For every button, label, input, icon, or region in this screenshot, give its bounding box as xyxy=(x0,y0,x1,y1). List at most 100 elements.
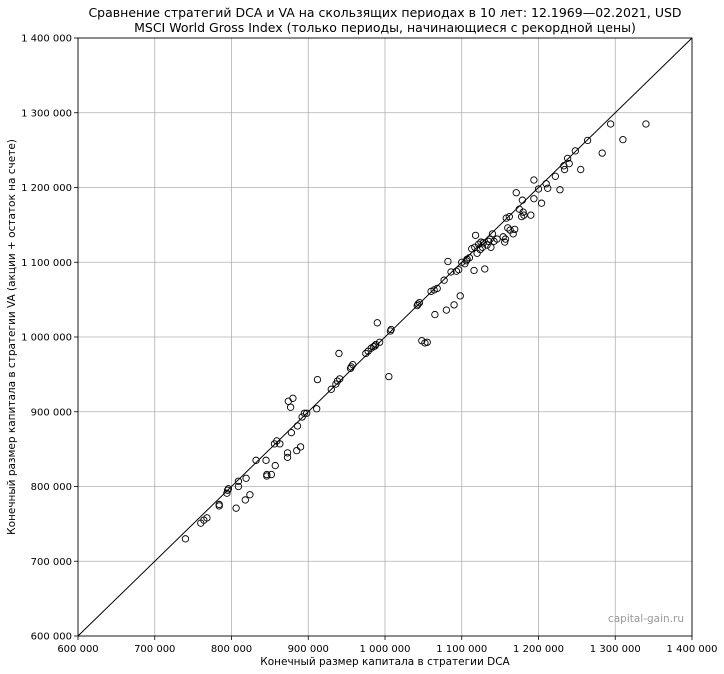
y-tick-label: 1 000 000 xyxy=(21,333,72,344)
data-point xyxy=(181,535,190,543)
data-point xyxy=(349,361,357,369)
data-point xyxy=(224,485,233,493)
data-point xyxy=(504,224,512,232)
data-point xyxy=(385,372,393,381)
data-point xyxy=(471,231,480,239)
data-point xyxy=(450,301,458,309)
data-point xyxy=(313,375,322,384)
data-point xyxy=(488,230,497,238)
data-point xyxy=(327,385,335,393)
data-point xyxy=(362,349,370,358)
data-point xyxy=(375,338,384,346)
y-tick-label: 1 200 000 xyxy=(21,183,72,194)
data-point xyxy=(518,196,527,204)
data-point xyxy=(530,195,538,203)
chart-title: Сравнение стратегий DCA и VA на скользящ… xyxy=(88,5,681,20)
x-axis-label: Конечный размер капитала в стратегии DCA xyxy=(260,656,510,668)
data-point xyxy=(336,375,344,383)
data-point xyxy=(447,268,455,276)
data-point xyxy=(371,342,379,350)
data-point xyxy=(530,176,538,184)
data-point xyxy=(565,159,573,168)
data-point xyxy=(465,254,474,262)
data-point xyxy=(246,491,254,499)
y-axis-label: Конечный размер капитала в стратегии VA … xyxy=(6,139,18,535)
y-tick-label: 1 100 000 xyxy=(21,258,72,269)
data-point xyxy=(487,243,495,251)
data-point xyxy=(509,230,517,238)
data-point xyxy=(241,496,249,504)
data-point xyxy=(223,489,231,497)
data-point xyxy=(276,440,284,448)
data-point xyxy=(234,477,243,485)
data-point xyxy=(571,147,579,155)
data-point xyxy=(347,363,355,371)
data-point xyxy=(386,327,395,335)
data-point xyxy=(642,120,650,128)
chart-subtitle: MSCI World Gross Index (только периоды, … xyxy=(134,20,636,35)
data-point xyxy=(598,149,606,157)
y-tick-label: 1 400 000 xyxy=(21,34,72,45)
x-tick-label: 1 400 000 xyxy=(667,644,718,655)
data-point xyxy=(298,413,306,421)
data-point xyxy=(456,292,464,300)
data-point xyxy=(252,456,260,464)
watermark: capital-gain.ru xyxy=(608,613,684,625)
data-point xyxy=(452,267,461,275)
data-point xyxy=(203,514,211,522)
data-point xyxy=(519,208,527,216)
x-tick-label: 700 000 xyxy=(134,644,175,655)
data-point xyxy=(537,199,546,207)
x-tick-label: 1 000 000 xyxy=(360,644,411,655)
data-point xyxy=(287,429,296,437)
data-point xyxy=(505,213,513,221)
data-point xyxy=(271,461,279,470)
data-point xyxy=(542,180,550,188)
data-point xyxy=(512,189,520,197)
data-point xyxy=(478,243,487,251)
data-point xyxy=(544,184,552,192)
data-point xyxy=(333,377,342,385)
data-point xyxy=(440,276,448,284)
data-point xyxy=(373,319,381,327)
data-point xyxy=(300,409,309,417)
data-point xyxy=(262,456,270,464)
data-point xyxy=(293,422,302,430)
data-point xyxy=(534,185,543,193)
data-point xyxy=(283,453,292,461)
y-tick-label: 600 000 xyxy=(31,632,72,643)
data-point xyxy=(372,340,380,349)
data-point xyxy=(232,504,240,512)
data-point xyxy=(583,136,592,145)
data-point xyxy=(560,165,569,174)
data-point xyxy=(289,394,297,402)
data-point xyxy=(444,257,452,266)
data-point xyxy=(313,405,321,413)
data-point xyxy=(619,136,627,144)
data-point xyxy=(551,172,560,180)
data-points xyxy=(181,120,650,543)
data-point xyxy=(263,470,271,479)
data-point xyxy=(415,298,424,307)
data-point xyxy=(501,235,510,243)
data-point xyxy=(296,443,305,451)
data-point xyxy=(242,474,250,482)
data-point xyxy=(479,239,487,247)
data-point xyxy=(442,306,451,314)
data-point xyxy=(501,238,509,246)
x-axis-ticks: 600 000 700 000 800 000 900 000 1 000 000 1 1… xyxy=(57,636,717,655)
data-point xyxy=(527,211,535,219)
data-point xyxy=(284,397,292,405)
x-tick-label: 600 000 xyxy=(57,644,98,655)
x-tick-label: 900 000 xyxy=(288,644,329,655)
data-point xyxy=(431,310,439,319)
y-tick-label: 900 000 xyxy=(31,407,72,418)
data-point xyxy=(283,449,292,457)
data-point xyxy=(215,500,223,509)
data-point xyxy=(423,338,431,346)
y-tick-label: 700 000 xyxy=(31,557,72,568)
data-point xyxy=(511,225,519,234)
data-point xyxy=(303,409,311,417)
x-tick-label: 1 300 000 xyxy=(590,644,641,655)
